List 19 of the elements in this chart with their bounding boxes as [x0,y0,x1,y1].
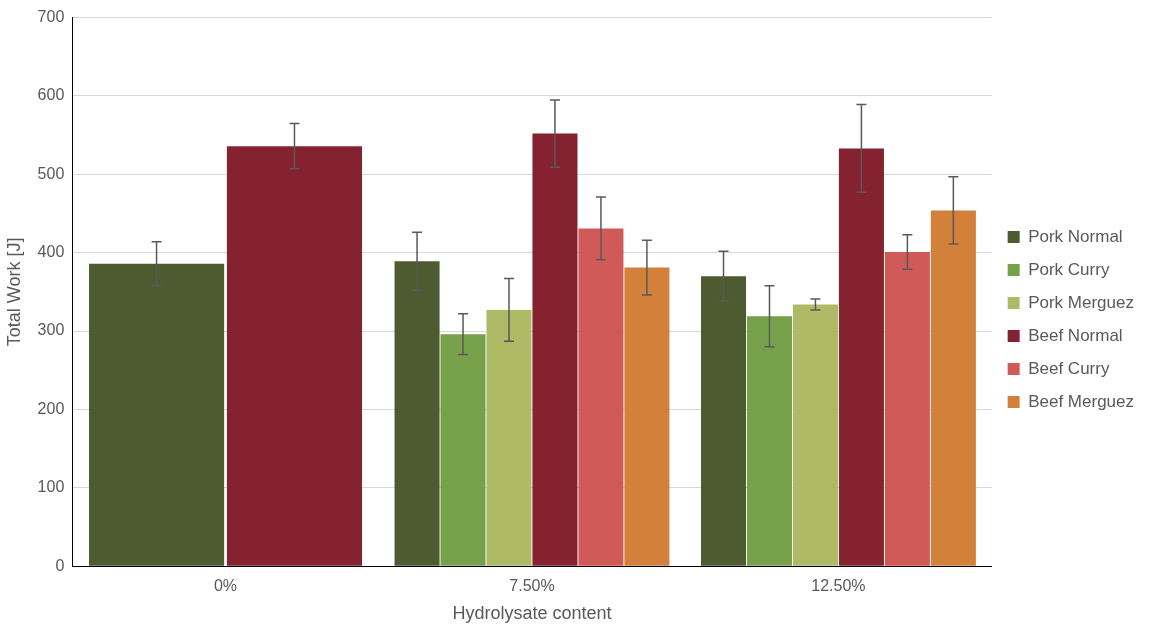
y-tick-label: 300 [37,321,65,339]
x-tick-label: 7.50% [509,577,555,595]
legend-label: Beef Curry [1028,358,1110,378]
legend-label: Beef Merguez [1028,391,1135,411]
y-tick-label: 200 [37,399,65,417]
legend-label: Pork Curry [1028,259,1110,279]
y-tick-label: 700 [37,8,65,26]
y-tick-label: 0 [55,556,65,574]
x-tick-label: 0% [213,577,238,595]
legend-label: Beef Normal [1028,325,1123,345]
legend-label: Pork Normal [1028,226,1123,246]
y-tick-label: 100 [37,478,65,496]
y-tick-label: 600 [37,86,65,104]
legend-label: Pork Merguez [1028,292,1134,312]
x-tick-label: 12.50% [811,577,866,595]
y-tick-label: 500 [37,164,65,182]
y-axis-title: Total Work [J] [3,237,24,347]
x-axis-title: Hydrolysate content [452,603,612,624]
y-tick-label: 400 [37,243,65,261]
